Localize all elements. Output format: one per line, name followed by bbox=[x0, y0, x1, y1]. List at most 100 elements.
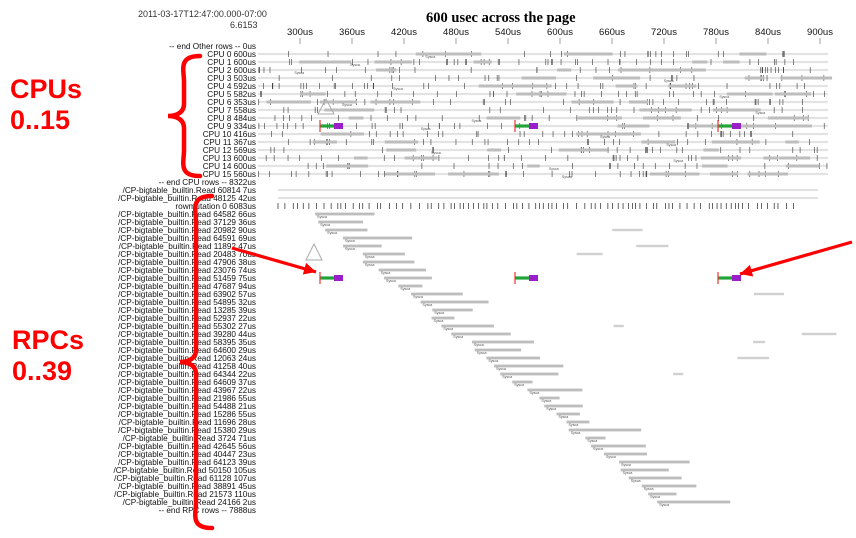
rpc-span-bar bbox=[471, 340, 535, 344]
rpc-span-label: Sysca bbox=[434, 311, 444, 315]
rpc-row-label: /CP-bigtable_builtin.Read 15380 29us bbox=[118, 426, 256, 435]
rpc-row-label: /CP-bigtable_builtin.Read 64609 37us bbox=[118, 378, 256, 387]
row-value: 8322us bbox=[226, 178, 256, 187]
cpu-span-bar bbox=[692, 60, 708, 64]
rpc-marker-green bbox=[320, 276, 334, 280]
row-value: 48125 42us bbox=[210, 194, 256, 203]
row-name: /CP-bigtable_builtin.Read bbox=[118, 194, 211, 203]
cpu-span-bar bbox=[593, 132, 641, 136]
cpu-span-bar bbox=[643, 108, 692, 112]
cursor-triangle bbox=[305, 242, 323, 261]
rpc-span-bar bbox=[619, 460, 690, 464]
cpu9-marker-purple bbox=[732, 123, 741, 129]
row-name: /CP-bigtable_builtin.Read bbox=[118, 258, 211, 267]
rpc-row-label: /CP-bigtable_builtin.Read 55302 27us bbox=[118, 322, 256, 331]
cpus-label: CPUs 0..15 bbox=[10, 74, 82, 136]
cpu-span-bar bbox=[717, 108, 761, 112]
rpc-span-label: Sysca bbox=[621, 463, 631, 467]
row-value: 24166 2us bbox=[215, 498, 256, 507]
rpc-row-label: /CP-bigtable_builtin.Read 11696 28us bbox=[119, 418, 256, 427]
rpc-span-label: Sysca bbox=[453, 335, 463, 339]
row-name: CPU 8 bbox=[207, 114, 232, 123]
tick-label: 360us bbox=[339, 27, 365, 38]
rpc-marker-green bbox=[718, 276, 732, 280]
row-value: 55302 27us bbox=[210, 322, 256, 331]
cpu-span-bar bbox=[618, 68, 641, 72]
tick-label: 780us bbox=[703, 27, 729, 38]
rpc-span-label: Sysca bbox=[644, 487, 654, 491]
row-name: /CP-bigtable_builtin.Read bbox=[118, 354, 211, 363]
rpc-row-label: /CP-bigtable_builtin.Read 24166 2us bbox=[123, 498, 256, 507]
cpu-span-bar bbox=[726, 92, 773, 96]
rpc-row-label: /CP-bigtable_builtin.Read 58395 35us bbox=[118, 338, 256, 347]
row-name: /CP-bigtable_builtin.Read bbox=[122, 498, 216, 507]
rpc-span-bar bbox=[486, 356, 540, 360]
rpc-span-label: Sysca bbox=[345, 239, 355, 243]
cpu-span-bar bbox=[376, 68, 397, 72]
rpc-span-label: Sysca bbox=[423, 303, 433, 307]
cpu-span-bar bbox=[774, 92, 802, 96]
rpc-span-label: Sysca bbox=[606, 455, 616, 459]
right-arrow-shaft bbox=[739, 240, 853, 276]
rpc-span-bar bbox=[576, 252, 603, 256]
tick-label: 300us bbox=[287, 27, 313, 38]
cpu-span-bar bbox=[404, 156, 438, 160]
rpc-row-label: /CP-bigtable_builtin.Read 61128 107us bbox=[114, 474, 256, 483]
cpu-span-bar bbox=[415, 52, 445, 56]
cpu-span-bar bbox=[711, 140, 760, 144]
cpu9-marker-purple bbox=[334, 123, 343, 129]
cpus-label-line1: CPUs bbox=[10, 74, 83, 104]
cpu-span-bar bbox=[354, 156, 368, 160]
rpc-span-label: Sysca bbox=[541, 399, 551, 403]
rpc-span-bar bbox=[737, 356, 770, 360]
row-value: 23076 74us bbox=[210, 266, 256, 275]
cpu-row-label: CPU 12 569us bbox=[203, 146, 256, 155]
rpc-row-label: /CP-bigtable_builtin.Read 13285 39us bbox=[118, 306, 256, 315]
rpc-span-label: Sysca bbox=[434, 319, 444, 323]
cpu-span-bar bbox=[571, 100, 614, 104]
row-value: 484us bbox=[231, 114, 256, 123]
rpcs-label: RPCs 0..39 bbox=[12, 325, 84, 387]
cpu-span-bar bbox=[348, 164, 369, 168]
rpc-span-bar bbox=[432, 308, 473, 312]
cpu-span-bar bbox=[702, 164, 728, 168]
rpc-span-label: Sysca bbox=[587, 439, 597, 443]
rpc-span-bar bbox=[591, 444, 646, 448]
cpu-row-label: CPU 6 353us bbox=[207, 98, 256, 107]
rpc-brace bbox=[179, 193, 215, 531]
cpu-span-bar bbox=[577, 116, 622, 120]
rpc-row-label: /CP-bigtable_builtin.Read 21573 110us bbox=[114, 490, 256, 499]
cpu-row-label: CPU 7 558us bbox=[207, 106, 256, 115]
rpc-span-bar bbox=[378, 268, 426, 272]
cpu-span-bar bbox=[636, 68, 669, 72]
rpc-row-label: /CP-bigtable_builtin.Read 20982 90us bbox=[118, 226, 256, 235]
row-value: 40447 23us bbox=[210, 450, 256, 459]
row-name: /CP-bigtable_builtin.Read bbox=[118, 330, 211, 339]
row-value: 47906 38us bbox=[210, 258, 256, 267]
rpc-row-label: /CP-bigtable_builtin.Read 64123 39us bbox=[118, 458, 256, 467]
row-name: /CP-bigtable_builtin.Read bbox=[118, 274, 211, 283]
cpu-span-bar bbox=[723, 60, 740, 64]
row-name: CPU 11 bbox=[203, 138, 232, 147]
cpu-span-bar bbox=[499, 84, 552, 88]
row-name: /CP-bigtable_builtin.Read bbox=[118, 314, 211, 323]
row-value: 7888us bbox=[226, 506, 256, 515]
rpc-span-bar bbox=[315, 212, 375, 216]
cpu-span-label: Sysca bbox=[664, 79, 674, 83]
row-name: /CP-bigtable_builtin.Read bbox=[118, 458, 211, 467]
cpu-span-label: Sysca bbox=[421, 127, 431, 131]
cpu-span-bar bbox=[780, 76, 833, 80]
trace-version: 6.6153 bbox=[230, 20, 258, 30]
cpu-row-label: CPU 15 560us bbox=[203, 170, 256, 179]
cpu-row-label: CPU 4 592us bbox=[207, 82, 256, 91]
rpc-row-label: /CP-bigtable_builtin.Read 64582 66us bbox=[118, 210, 256, 219]
rpc-span-bar bbox=[343, 244, 382, 248]
row-value: 367us bbox=[231, 138, 256, 147]
rpc-span-bar bbox=[568, 428, 642, 432]
row-value: 61128 107us bbox=[206, 474, 256, 483]
rpc-span-bar bbox=[612, 228, 643, 232]
row-name: CPU 0 bbox=[207, 50, 232, 59]
cpu-row-label: CPU 8 484us bbox=[207, 114, 256, 123]
cpu-span-bar bbox=[649, 172, 700, 176]
